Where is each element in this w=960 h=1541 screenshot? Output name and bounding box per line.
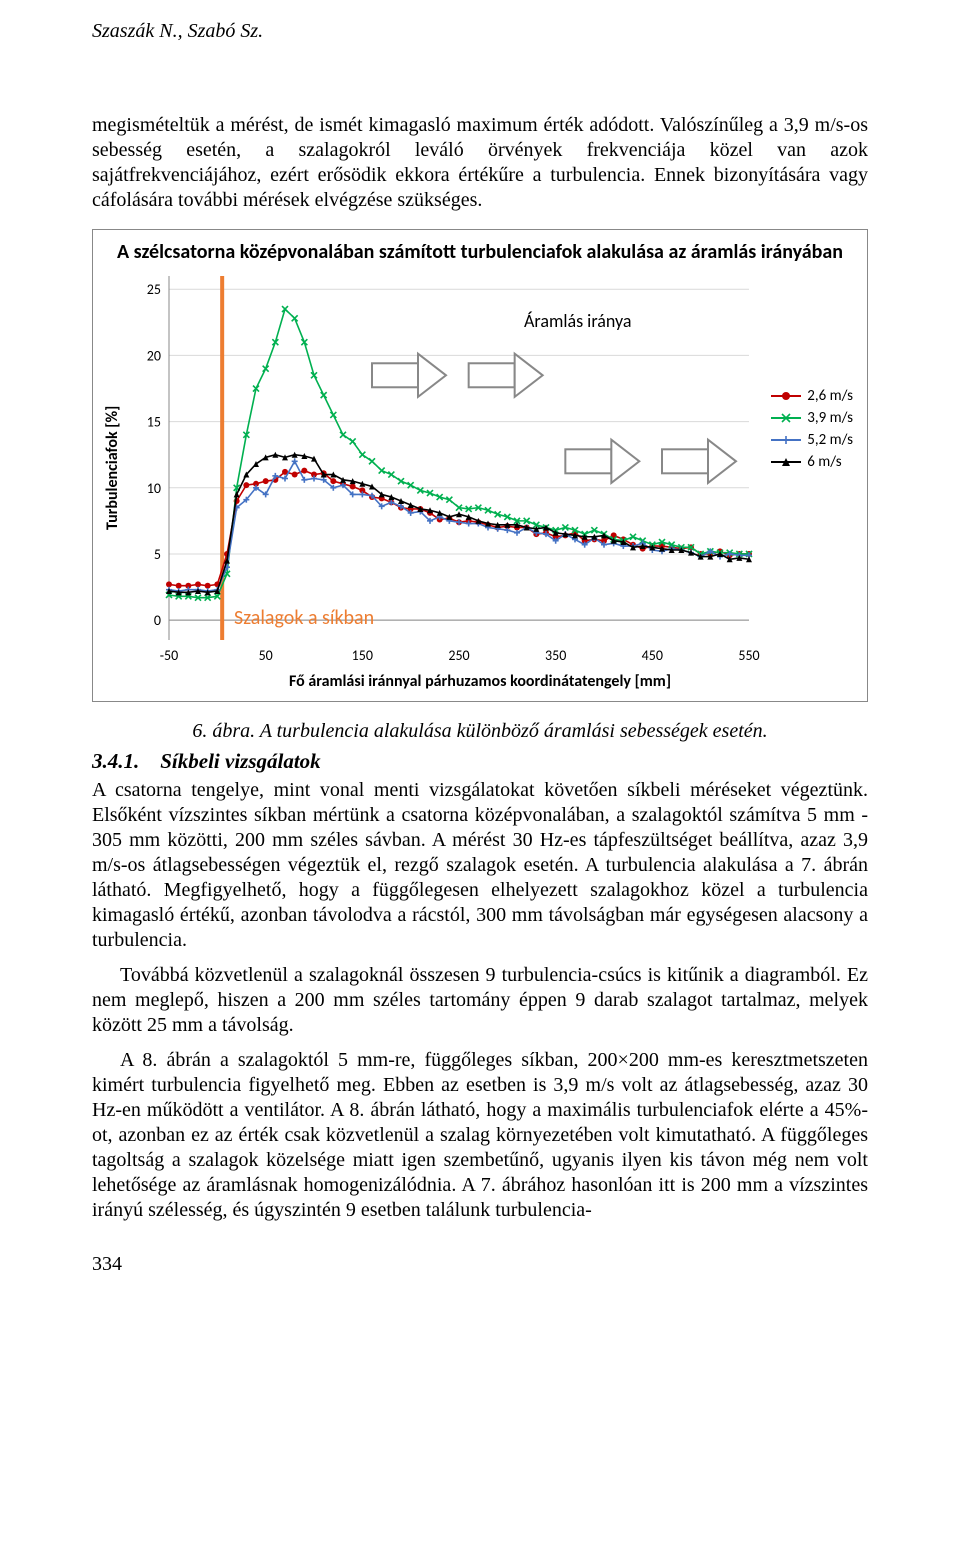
svg-text:25: 25 [147, 281, 161, 298]
flow-direction-label: Áramlás iránya [524, 310, 631, 332]
chart-plot: 0 5 10 15 20 25 -50 50 150 250 350 450 550 Áramlás i… [124, 268, 859, 668]
body-paragraph-2: Továbbá közvetlenül a szalagoknál összes… [92, 963, 868, 1038]
header-authors: Szaszák N., Szabó Sz. [92, 20, 868, 43]
section-number: 3.4.1. [92, 749, 139, 773]
y-axis-label: Turbulenciafok [%] [101, 268, 124, 668]
legend-swatch [771, 411, 801, 425]
legend-swatch [771, 433, 801, 447]
x-axis-label: Fő áramlási iránnyal párhuzamos koordiná… [93, 670, 867, 701]
figure-caption: 6. ábra. A turbulencia alakulása különbö… [92, 720, 868, 743]
szalagok-label: Szalagok a síkban [234, 606, 374, 630]
legend-label: 6 m/s [807, 452, 841, 472]
svg-text:50: 50 [259, 647, 273, 664]
legend-label: 5,2 m/s [807, 430, 853, 450]
body-paragraph-1: A csatorna tengelye, mint vonal menti vi… [92, 778, 868, 953]
legend-swatch [771, 455, 801, 469]
legend-item: 5,2 m/s [771, 430, 853, 450]
svg-text:350: 350 [545, 647, 566, 664]
svg-text:550: 550 [738, 647, 759, 664]
section-title: Síkbeli vizsgálatok [160, 749, 320, 773]
svg-text:450: 450 [642, 647, 663, 664]
legend-item: 6 m/s [771, 452, 853, 472]
section-heading: 3.4.1. Síkbeli vizsgálatok [92, 749, 868, 774]
svg-text:0: 0 [154, 612, 161, 629]
svg-text:10: 10 [147, 480, 161, 497]
legend-label: 2,6 m/s [807, 386, 853, 406]
legend-item: 2,6 m/s [771, 386, 853, 406]
page-number: 334 [92, 1253, 868, 1276]
svg-text:-50: -50 [160, 647, 178, 664]
figure-title: A szélcsatorna középvonalában számított … [93, 230, 867, 268]
intro-paragraph: megismételtük a mérést, de ismét kimagas… [92, 113, 868, 213]
svg-text:250: 250 [448, 647, 469, 664]
svg-text:5: 5 [154, 546, 161, 563]
legend-label: 3,9 m/s [807, 408, 853, 428]
svg-text:150: 150 [352, 647, 373, 664]
svg-text:20: 20 [147, 347, 161, 364]
legend: 2,6 m/s3,9 m/s5,2 m/s6 m/s [771, 386, 853, 474]
legend-item: 3,9 m/s [771, 408, 853, 428]
svg-text:15: 15 [147, 414, 161, 431]
figure-6: A szélcsatorna középvonalában számított … [92, 229, 868, 702]
legend-swatch [771, 389, 801, 403]
body-paragraph-3: A 8. ábrán a szalagoktól 5 mm-re, függől… [92, 1048, 868, 1223]
